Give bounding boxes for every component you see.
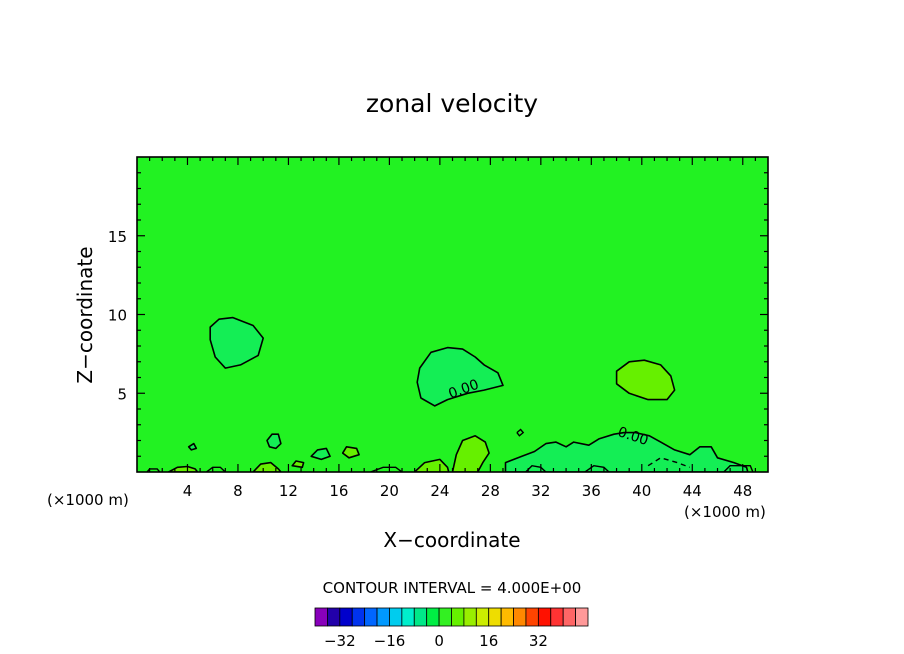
colorbar-swatch bbox=[413, 607, 428, 627]
colorbar-swatch bbox=[463, 607, 477, 627]
x-tick-label: 4 bbox=[183, 482, 193, 500]
colorbar-swatch bbox=[550, 607, 564, 627]
x-tick-label: 24 bbox=[430, 482, 449, 500]
colorbar-swatch bbox=[327, 607, 341, 627]
contour-bottom-left-2 bbox=[205, 466, 226, 472]
dot-contour-30 bbox=[516, 428, 525, 437]
contour-region-pos-patch-bottom-2 bbox=[252, 461, 282, 472]
plot-background bbox=[137, 157, 768, 472]
contour-region-neg-blob-upper-left bbox=[209, 316, 265, 369]
colorbar-swatch bbox=[500, 607, 514, 627]
plot-area: 0.000.00 bbox=[136, 156, 769, 473]
colorbar-tick-label: 32 bbox=[529, 632, 548, 650]
x-unit-left: (×1000 m) bbox=[47, 491, 129, 509]
contour-region-neg-blob-center bbox=[416, 346, 504, 407]
y-tick-label: 5 bbox=[117, 385, 127, 403]
contour-region-neg-band-bottom-right bbox=[504, 431, 749, 472]
colorbar-swatch bbox=[451, 607, 465, 627]
colorbar: −32 −16 0 16 32 bbox=[314, 607, 589, 650]
contour-interval-text: CONTOUR INTERVAL = 4.000E+00 bbox=[323, 579, 582, 597]
colorbar-swatch bbox=[575, 607, 589, 627]
chart-title: zonal velocity bbox=[366, 89, 538, 118]
x-tick-label: 36 bbox=[582, 482, 601, 500]
x-tick-label: 20 bbox=[380, 482, 399, 500]
colorbar-swatch bbox=[389, 607, 403, 627]
x-tick-label: 16 bbox=[329, 482, 348, 500]
colorbar-swatch bbox=[426, 607, 440, 627]
dashed-contour-bottom-right bbox=[647, 457, 691, 468]
colorbar-tick-label: 16 bbox=[479, 632, 498, 650]
x-axis: 4 8 12 16 20 24 28 32 36 40 44 48 bbox=[149, 157, 756, 500]
x-unit-right: (×1000 m) bbox=[684, 503, 766, 521]
contour-region-pos-patch-bottom-left bbox=[167, 465, 199, 472]
x-tick-label: 40 bbox=[632, 482, 651, 500]
colorbar-tick-label: −32 bbox=[324, 632, 356, 650]
contour-bottom-31 bbox=[525, 464, 547, 472]
colorbar-tick-label: −16 bbox=[374, 632, 406, 650]
contour-region-pos-lobe-bottom-center bbox=[451, 434, 490, 472]
colorbar-swatch bbox=[351, 607, 366, 627]
contour-region-small-blob-11 bbox=[266, 433, 282, 450]
x-tick-label: 32 bbox=[531, 482, 550, 500]
y-axis: 5 10 15 bbox=[108, 172, 768, 457]
contour-region-small-blob-5 bbox=[187, 442, 198, 451]
x-tick-label: 28 bbox=[481, 482, 500, 500]
x-tick-label: 44 bbox=[683, 482, 702, 500]
colorbar-tick-label: 0 bbox=[434, 632, 444, 650]
contour-region-small-blob-15 bbox=[310, 447, 331, 461]
colorbar-swatch bbox=[376, 607, 390, 627]
colorbar-swatch bbox=[401, 607, 415, 627]
colorbar-swatch bbox=[488, 607, 502, 627]
x-tick-label: 8 bbox=[233, 482, 243, 500]
colorbar-swatch bbox=[513, 607, 527, 627]
colorbar-swatch bbox=[438, 607, 452, 627]
x-tick-label: 48 bbox=[733, 482, 752, 500]
x-tick-label: 12 bbox=[279, 482, 298, 500]
colorbar-swatch bbox=[475, 607, 490, 627]
colorbar-swatch bbox=[562, 607, 576, 627]
contour-bottom-37 bbox=[584, 464, 610, 472]
y-axis-label: Z−coordinate bbox=[73, 246, 97, 383]
contour-region-pos-blob-right bbox=[615, 359, 676, 401]
colorbar-swatch bbox=[339, 607, 353, 627]
colorbar-swatch bbox=[537, 607, 552, 627]
colorbar-swatch bbox=[364, 607, 378, 627]
y-tick-label: 15 bbox=[108, 228, 127, 246]
y-tick-label: 10 bbox=[108, 307, 127, 325]
contour-bottom-left-1 bbox=[146, 468, 161, 472]
contour-region-small-blob-12 bbox=[291, 460, 305, 469]
colorbar-swatch bbox=[525, 607, 539, 627]
contour-region-small-blob-17 bbox=[341, 445, 360, 459]
contour-bottom-far-right bbox=[723, 465, 754, 472]
x-axis-label: X−coordinate bbox=[383, 528, 520, 552]
colorbar-swatch bbox=[314, 607, 328, 627]
